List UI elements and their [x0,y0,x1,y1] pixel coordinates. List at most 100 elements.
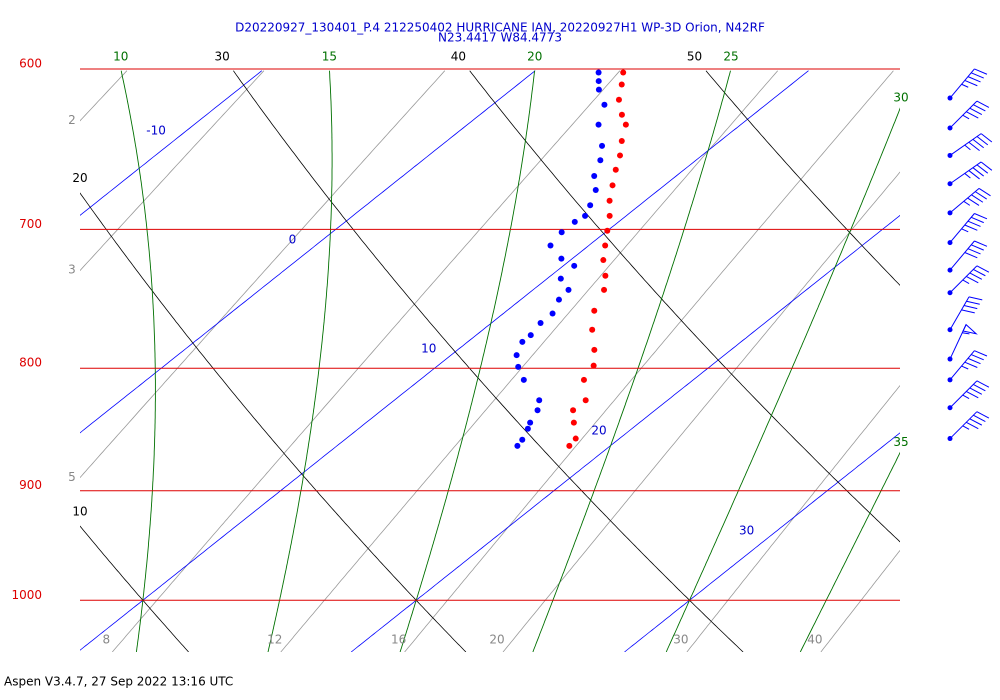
dewpoint-point [595,121,602,128]
dewpoint-point [558,255,565,262]
barb-full [966,391,979,399]
dewpoint-point [558,229,565,236]
dewpoint-point [519,436,526,443]
pressure-label: 600 [19,57,42,71]
temperature-point [570,419,577,426]
dry-adiabat [705,70,900,286]
moist-adiabat-label: 30 [893,91,908,105]
barb-staff [949,350,975,381]
isotherm-label: -10 [146,124,166,138]
barb-full [971,72,984,79]
temperature-point [591,346,598,353]
isotherm-label: 20 [591,424,606,438]
barb-full [971,216,984,224]
isotherm [624,432,900,652]
wind-barb [947,68,988,101]
dewpoint-point [595,86,602,93]
dewpoint-point [571,262,578,269]
barb-staff [949,296,970,331]
temperature-point [591,307,598,314]
dewpoint-point [595,78,602,85]
dry-adiabat [80,192,467,652]
barb-staff [949,188,980,214]
barb-full [964,79,978,87]
dewpoint-point [557,275,564,282]
wind-barb [947,350,988,383]
barb-full [969,107,983,115]
barb-staff [949,240,975,271]
barb-full [974,350,988,357]
barb-full [967,220,981,227]
mixing-ratio-line [686,384,900,652]
wind-barb [947,296,983,333]
moist-adiabat [120,70,156,652]
temperature-point [566,442,573,449]
barb-full [969,387,983,395]
barb-full [974,213,988,220]
mixing-ratio-line [820,549,900,652]
wind-barb [947,161,993,187]
dry-adiabat-label: 10 [72,504,87,518]
barb-full [971,194,984,203]
dry-adiabat-label: 20 [72,171,87,185]
isotherm [80,70,263,216]
barb-full [973,104,986,112]
mixing-ratio-label: 8 [102,633,110,647]
moist-adiabat [399,70,536,652]
barb-full [971,354,984,361]
barb-staff [949,380,978,409]
barb-half [962,394,970,399]
moist-adiabat-label: 10 [113,50,128,64]
mixing-ratio-label: 16 [391,633,406,647]
barb-full [963,305,978,310]
barb-full [967,248,981,255]
temperature-point [589,326,596,333]
barb-full [980,161,993,171]
moist-adiabat-label: 35 [893,435,908,449]
temperature-point [602,242,609,249]
dewpoint-point [515,363,522,370]
dewpoint-point [582,212,589,219]
temperature-point [582,397,589,404]
moist-adiabat [799,451,900,652]
temperature-point [618,111,625,118]
isotherm [80,70,536,434]
dewpoint-point [534,407,541,414]
temperature-point [622,121,629,128]
wind-barb [947,133,993,158]
moist-adiabat-label: 20 [527,50,542,64]
dewpoint-point [519,338,526,345]
isotherm [350,214,900,652]
barb-half [962,114,970,120]
mixing-ratio-line [404,70,894,652]
temperature-point [620,69,627,76]
barb-half [964,173,971,179]
barb-full [972,138,984,149]
mixing-ratio-label: 12 [267,633,282,647]
title: D20220927_130401_P.4 212250402 HURRICANE… [235,21,765,35]
temperature-point [606,212,613,219]
pressure-label: 700 [19,217,42,231]
temperature-point [618,81,625,88]
barb-staff [949,133,982,156]
temperature-point [609,182,616,189]
dry-adiabat [233,70,744,652]
temperature-point [601,286,608,293]
pressure-label: 1000 [11,588,42,602]
barb-full [976,265,990,273]
isotherm-label: 0 [289,233,297,247]
barb-pennant [962,323,978,335]
barb-full [976,380,990,388]
dewpoint-point [514,442,521,449]
temperature-point [572,435,579,442]
wind-barb [947,380,990,411]
dewpoint-point [549,310,556,317]
barb-full [967,76,981,83]
dewpoint-point [547,242,554,249]
dry-adiabat [80,525,189,652]
dewpoint-point [597,157,604,164]
isotherm [80,70,809,651]
dry-adiabat-label: 50 [687,50,702,64]
barb-full [969,272,983,280]
wind-barb [947,240,988,273]
